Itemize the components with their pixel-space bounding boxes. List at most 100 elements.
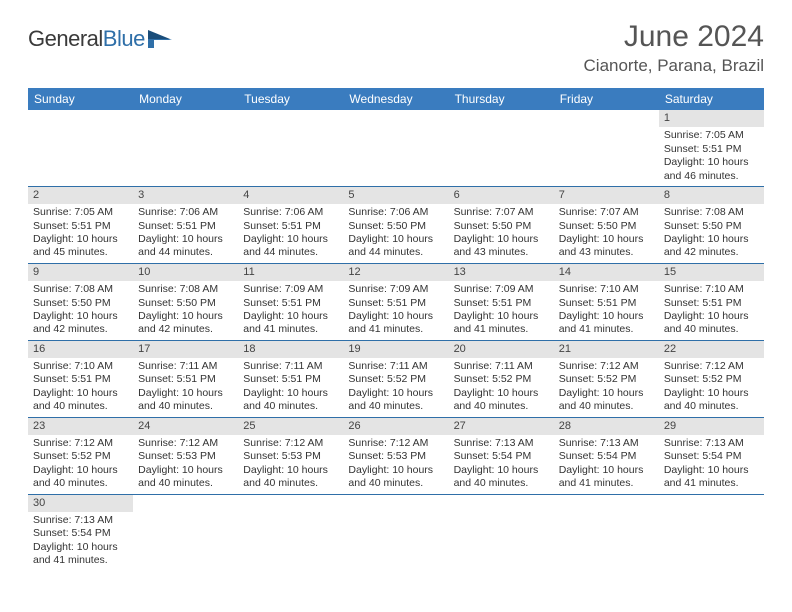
calendar-row: 16Sunrise: 7:10 AMSunset: 5:51 PMDayligh… <box>28 340 764 417</box>
day-number: 16 <box>28 341 133 358</box>
day-number: 3 <box>133 187 238 204</box>
page-title: June 2024 <box>584 20 764 54</box>
day-number: 13 <box>449 264 554 281</box>
day-number: 15 <box>659 264 764 281</box>
calendar-cell: . <box>238 494 343 570</box>
calendar-cell: 22Sunrise: 7:12 AMSunset: 5:52 PMDayligh… <box>659 340 764 417</box>
day-number: 25 <box>238 418 343 435</box>
calendar-cell: . <box>449 110 554 186</box>
title-block: June 2024 Cianorte, Parana, Brazil <box>584 20 764 76</box>
calendar-cell: . <box>343 494 448 570</box>
cell-body: Sunrise: 7:09 AMSunset: 5:51 PMDaylight:… <box>343 281 448 340</box>
calendar-cell: 23Sunrise: 7:12 AMSunset: 5:52 PMDayligh… <box>28 417 133 494</box>
day-number: 4 <box>238 187 343 204</box>
cell-body: Sunrise: 7:11 AMSunset: 5:52 PMDaylight:… <box>343 358 448 417</box>
day-number: 9 <box>28 264 133 281</box>
calendar-cell: . <box>659 494 764 570</box>
calendar-cell: 1Sunrise: 7:05 AMSunset: 5:51 PMDaylight… <box>659 110 764 186</box>
calendar-cell: 14Sunrise: 7:10 AMSunset: 5:51 PMDayligh… <box>554 263 659 340</box>
calendar-cell: 3Sunrise: 7:06 AMSunset: 5:51 PMDaylight… <box>133 186 238 263</box>
day-number: 11 <box>238 264 343 281</box>
cell-body: Sunrise: 7:13 AMSunset: 5:54 PMDaylight:… <box>28 512 133 571</box>
cell-body: Sunrise: 7:08 AMSunset: 5:50 PMDaylight:… <box>133 281 238 340</box>
day-number: 30 <box>28 495 133 512</box>
day-number: 10 <box>133 264 238 281</box>
calendar-cell: 21Sunrise: 7:12 AMSunset: 5:52 PMDayligh… <box>554 340 659 417</box>
calendar-head: SundayMondayTuesdayWednesdayThursdayFrid… <box>28 88 764 110</box>
day-number: 24 <box>133 418 238 435</box>
cell-body: Sunrise: 7:08 AMSunset: 5:50 PMDaylight:… <box>659 204 764 263</box>
cell-body: Sunrise: 7:06 AMSunset: 5:51 PMDaylight:… <box>238 204 343 263</box>
cell-body: Sunrise: 7:12 AMSunset: 5:53 PMDaylight:… <box>238 435 343 494</box>
calendar-row: 9Sunrise: 7:08 AMSunset: 5:50 PMDaylight… <box>28 263 764 340</box>
cell-body: Sunrise: 7:09 AMSunset: 5:51 PMDaylight:… <box>238 281 343 340</box>
calendar-cell: . <box>133 494 238 570</box>
calendar-cell: 10Sunrise: 7:08 AMSunset: 5:50 PMDayligh… <box>133 263 238 340</box>
cell-body: Sunrise: 7:12 AMSunset: 5:52 PMDaylight:… <box>659 358 764 417</box>
calendar-row: 23Sunrise: 7:12 AMSunset: 5:52 PMDayligh… <box>28 417 764 494</box>
cell-body: Sunrise: 7:12 AMSunset: 5:53 PMDaylight:… <box>343 435 448 494</box>
day-number: 19 <box>343 341 448 358</box>
day-header: Saturday <box>659 88 764 110</box>
cell-body: Sunrise: 7:09 AMSunset: 5:51 PMDaylight:… <box>449 281 554 340</box>
cell-body: Sunrise: 7:08 AMSunset: 5:50 PMDaylight:… <box>28 281 133 340</box>
day-header: Tuesday <box>238 88 343 110</box>
calendar-cell: 12Sunrise: 7:09 AMSunset: 5:51 PMDayligh… <box>343 263 448 340</box>
calendar-cell: 9Sunrise: 7:08 AMSunset: 5:50 PMDaylight… <box>28 263 133 340</box>
calendar-cell: 19Sunrise: 7:11 AMSunset: 5:52 PMDayligh… <box>343 340 448 417</box>
cell-body: Sunrise: 7:06 AMSunset: 5:51 PMDaylight:… <box>133 204 238 263</box>
calendar-cell: 8Sunrise: 7:08 AMSunset: 5:50 PMDaylight… <box>659 186 764 263</box>
logo-blue: Blue <box>103 26 145 51</box>
day-number: 17 <box>133 341 238 358</box>
cell-body: Sunrise: 7:06 AMSunset: 5:50 PMDaylight:… <box>343 204 448 263</box>
day-header: Friday <box>554 88 659 110</box>
cell-body: Sunrise: 7:11 AMSunset: 5:51 PMDaylight:… <box>133 358 238 417</box>
calendar-cell: 13Sunrise: 7:09 AMSunset: 5:51 PMDayligh… <box>449 263 554 340</box>
calendar-cell: 11Sunrise: 7:09 AMSunset: 5:51 PMDayligh… <box>238 263 343 340</box>
day-number: 18 <box>238 341 343 358</box>
day-number: 14 <box>554 264 659 281</box>
calendar-cell: 4Sunrise: 7:06 AMSunset: 5:51 PMDaylight… <box>238 186 343 263</box>
day-number: 28 <box>554 418 659 435</box>
day-number: 27 <box>449 418 554 435</box>
calendar-cell: 30Sunrise: 7:13 AMSunset: 5:54 PMDayligh… <box>28 494 133 570</box>
day-header: Monday <box>133 88 238 110</box>
calendar-cell: 17Sunrise: 7:11 AMSunset: 5:51 PMDayligh… <box>133 340 238 417</box>
day-number: 12 <box>343 264 448 281</box>
calendar-cell: 6Sunrise: 7:07 AMSunset: 5:50 PMDaylight… <box>449 186 554 263</box>
logo-general: General <box>28 26 103 51</box>
day-number: 26 <box>343 418 448 435</box>
calendar-cell: . <box>554 494 659 570</box>
day-number: 8 <box>659 187 764 204</box>
day-number: 7 <box>554 187 659 204</box>
calendar-row: 2Sunrise: 7:05 AMSunset: 5:51 PMDaylight… <box>28 186 764 263</box>
cell-body: Sunrise: 7:07 AMSunset: 5:50 PMDaylight:… <box>449 204 554 263</box>
calendar-cell: . <box>449 494 554 570</box>
calendar-cell: . <box>554 110 659 186</box>
day-number: 22 <box>659 341 764 358</box>
logo-text: GeneralBlue <box>28 26 145 52</box>
cell-body: Sunrise: 7:12 AMSunset: 5:52 PMDaylight:… <box>554 358 659 417</box>
cell-body: Sunrise: 7:05 AMSunset: 5:51 PMDaylight:… <box>659 127 764 186</box>
calendar-cell: 7Sunrise: 7:07 AMSunset: 5:50 PMDaylight… <box>554 186 659 263</box>
cell-body: Sunrise: 7:11 AMSunset: 5:51 PMDaylight:… <box>238 358 343 417</box>
calendar-cell: 26Sunrise: 7:12 AMSunset: 5:53 PMDayligh… <box>343 417 448 494</box>
day-header: Sunday <box>28 88 133 110</box>
calendar-cell: . <box>343 110 448 186</box>
day-number: 29 <box>659 418 764 435</box>
day-header: Thursday <box>449 88 554 110</box>
cell-body: Sunrise: 7:10 AMSunset: 5:51 PMDaylight:… <box>554 281 659 340</box>
cell-body: Sunrise: 7:12 AMSunset: 5:53 PMDaylight:… <box>133 435 238 494</box>
day-number: 21 <box>554 341 659 358</box>
day-number: 1 <box>659 110 764 127</box>
header: GeneralBlue June 2024 Cianorte, Parana, … <box>28 20 764 76</box>
calendar-cell: 2Sunrise: 7:05 AMSunset: 5:51 PMDaylight… <box>28 186 133 263</box>
day-number: 23 <box>28 418 133 435</box>
day-number: 5 <box>343 187 448 204</box>
calendar-table: SundayMondayTuesdayWednesdayThursdayFrid… <box>28 88 764 571</box>
cell-body: Sunrise: 7:05 AMSunset: 5:51 PMDaylight:… <box>28 204 133 263</box>
location: Cianorte, Parana, Brazil <box>584 56 764 76</box>
day-header: Wednesday <box>343 88 448 110</box>
flag-icon <box>148 30 174 48</box>
calendar-cell: 18Sunrise: 7:11 AMSunset: 5:51 PMDayligh… <box>238 340 343 417</box>
